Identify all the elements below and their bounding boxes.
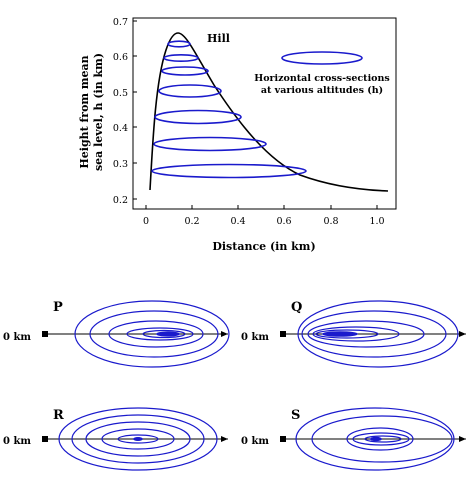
contour-ellipse [315,329,379,339]
y-tick-label: 0.7 [113,17,128,28]
contour-ellipse [346,427,414,451]
hill-title: Hill [207,32,230,45]
option-p[interactable]: P 0 km [3,300,230,368]
cross-section-ellipse [154,109,242,125]
x-tick-label: 0 [143,216,149,227]
contour-ellipse [311,415,453,463]
cross-section-ellipse [158,84,222,98]
y-tick-label: 0.6 [113,52,128,63]
y-axis [133,20,137,200]
legend-text-line1: Horizontal cross-sections [254,73,390,84]
y-tick-label: 0.3 [113,159,128,170]
cross-section-ellipse [167,40,191,48]
legend-text-line2: at various altitudes (h) [261,85,383,96]
x-tick-label: 0.6 [276,216,291,227]
origin-marker [280,331,286,337]
option-label: S [291,408,300,423]
y-axis-label-line2: sea level, h (in km) [92,53,105,171]
peak-marker [322,331,358,337]
option-q[interactable]: Q 0 km [241,300,466,368]
contour-ellipse [108,320,204,348]
peak-marker [133,437,143,441]
origin-marker [42,331,48,337]
y-tick-label: 0.2 [113,195,128,206]
peak-marker [156,331,180,337]
contour-ellipse [58,407,218,471]
y-tick-label: 0.5 [113,88,128,99]
contour-ellipse [297,300,459,368]
option-label: Q [291,300,302,315]
y-tick-label: 0.4 [113,123,128,134]
legend-ellipse [281,51,363,65]
cross-section-ellipse [151,163,307,179]
contour-ellipse [312,326,400,342]
hill-plot: 0.2 0.3 0.4 0.5 0.6 0.7 0 0.2 0.4 0.6 0.… [78,17,397,253]
option-label: P [53,300,63,315]
x-tick-label: 1.0 [369,216,384,227]
zero-km-label: 0 km [241,436,269,447]
origin-marker [42,436,48,442]
contour-ellipse [89,310,219,358]
cross-section-ellipse [161,66,209,76]
cross-section-ellipse [153,136,267,152]
contour-ellipse [307,320,425,348]
contour-ellipse [301,310,447,358]
option-label: R [53,408,64,423]
zero-km-label: 0 km [3,436,31,447]
x-axis [145,205,378,209]
y-axis-label-line1: Height from mean [78,55,91,168]
hill-profile-curve [149,32,389,192]
contour-ellipse [364,435,402,443]
contour-ellipse [71,414,205,464]
contour-ellipse [352,432,410,446]
zero-km-label: 0 km [3,332,31,343]
peak-marker [370,436,382,442]
zero-km-label: 0 km [241,332,269,343]
option-r[interactable]: R 0 km [3,407,228,471]
plot-frame [132,17,397,210]
x-tick-label: 0.8 [323,216,338,227]
contour-ellipse [74,300,230,368]
contour-ellipse [126,327,194,341]
option-s[interactable]: S 0 km [241,407,466,471]
cross-section-ellipse [163,53,199,62]
contour-ellipse [85,421,191,457]
origin-marker [280,436,286,442]
x-tick-label: 0.4 [230,216,245,227]
x-tick-label: 0.2 [184,216,199,227]
contour-ellipse [295,407,455,471]
contour-ellipse [117,434,159,444]
contour-ellipse [142,329,186,339]
x-axis-label: Distance (in km) [212,240,315,253]
contour-ellipse [101,428,175,450]
